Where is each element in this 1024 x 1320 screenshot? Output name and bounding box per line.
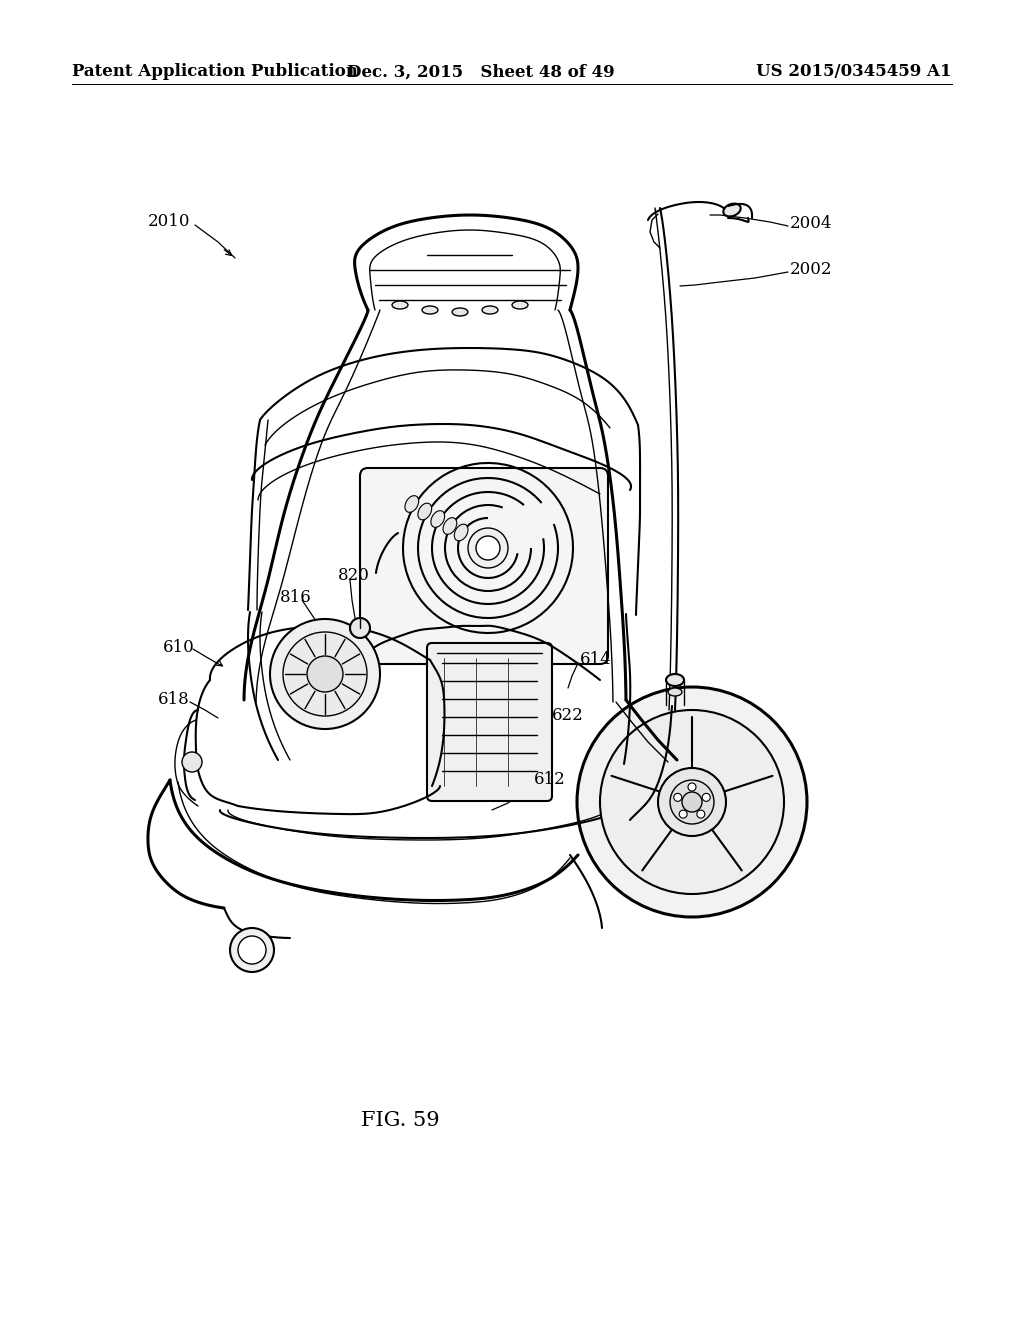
Text: 2002: 2002 — [790, 261, 833, 279]
Ellipse shape — [512, 301, 528, 309]
Circle shape — [230, 928, 274, 972]
Circle shape — [283, 632, 367, 715]
Circle shape — [702, 793, 711, 801]
Text: 612: 612 — [534, 771, 565, 788]
Text: 2010: 2010 — [148, 214, 190, 231]
FancyBboxPatch shape — [427, 643, 552, 801]
Circle shape — [476, 536, 500, 560]
Circle shape — [679, 810, 687, 818]
Circle shape — [270, 619, 380, 729]
Text: 614: 614 — [580, 652, 611, 668]
Circle shape — [674, 793, 682, 801]
Text: FIG. 59: FIG. 59 — [360, 1110, 439, 1130]
Ellipse shape — [482, 306, 498, 314]
Circle shape — [468, 528, 508, 568]
Circle shape — [600, 710, 784, 894]
Ellipse shape — [431, 511, 444, 528]
Ellipse shape — [668, 688, 682, 696]
Text: 816: 816 — [280, 590, 311, 606]
Circle shape — [670, 780, 714, 824]
Text: 622: 622 — [552, 708, 584, 725]
Ellipse shape — [422, 306, 438, 314]
FancyBboxPatch shape — [360, 469, 608, 664]
Text: Dec. 3, 2015   Sheet 48 of 49: Dec. 3, 2015 Sheet 48 of 49 — [347, 63, 615, 81]
Ellipse shape — [418, 503, 432, 520]
Circle shape — [238, 936, 266, 964]
Ellipse shape — [404, 495, 419, 512]
Text: 820: 820 — [338, 568, 370, 585]
Text: 2004: 2004 — [790, 215, 833, 232]
Text: US 2015/0345459 A1: US 2015/0345459 A1 — [757, 63, 952, 81]
Ellipse shape — [666, 675, 684, 686]
Ellipse shape — [392, 301, 408, 309]
Ellipse shape — [723, 203, 740, 216]
Ellipse shape — [452, 308, 468, 315]
Circle shape — [682, 792, 702, 812]
Circle shape — [307, 656, 343, 692]
Circle shape — [688, 783, 696, 791]
Circle shape — [658, 768, 726, 836]
Ellipse shape — [455, 524, 468, 541]
Text: 618: 618 — [158, 692, 189, 709]
Text: Patent Application Publication: Patent Application Publication — [72, 63, 357, 81]
Circle shape — [696, 810, 705, 818]
Text: 610: 610 — [163, 639, 195, 656]
Circle shape — [350, 618, 370, 638]
Circle shape — [182, 752, 202, 772]
Circle shape — [577, 686, 807, 917]
Ellipse shape — [443, 517, 457, 535]
